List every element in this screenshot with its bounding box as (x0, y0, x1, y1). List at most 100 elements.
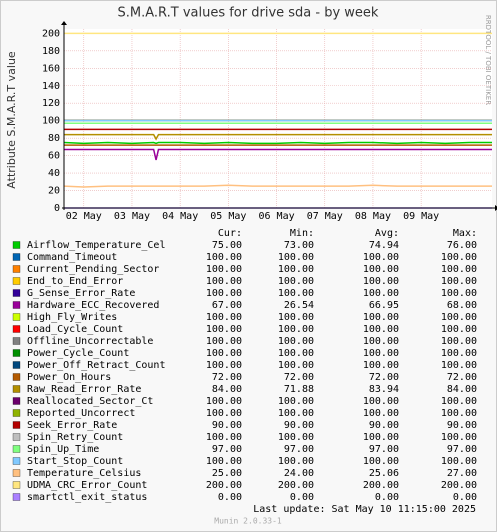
legend-stat: 100.00 (206, 264, 242, 275)
legend-label: smartctl_exit_status (27, 492, 147, 503)
legend-stat: 90.00 (447, 420, 477, 431)
x-tick-label: 09 May (403, 211, 439, 222)
legend-stat: 100.00 (363, 276, 399, 287)
legend-stat: 25.06 (369, 468, 399, 479)
legend-stat: 100.00 (278, 456, 314, 467)
legend-stat: 72.00 (212, 372, 242, 383)
legend-stat: 25.00 (212, 468, 242, 479)
legend-label: Seek_Error_Rate (27, 420, 117, 431)
legend-stat: 200.00 (206, 480, 242, 491)
legend-stat: 100.00 (278, 288, 314, 299)
legend-stat: 90.00 (284, 420, 314, 431)
legend-label: Reported_Uncorrect (27, 408, 135, 419)
legend-stat: 100.00 (278, 252, 314, 263)
legend-stat: 66.95 (369, 300, 399, 311)
legend-stat: 0.00 (375, 492, 399, 503)
x-tick-label: 08 May (355, 211, 391, 222)
legend-stat: 100.00 (441, 336, 477, 347)
legend-stat: 100.00 (363, 456, 399, 467)
legend-swatch (12, 385, 21, 393)
legend-stat: 71.88 (284, 384, 314, 395)
legend-stat: 100.00 (441, 288, 477, 299)
legend-label: Start_Stop_Count (27, 456, 123, 467)
legend-swatch (12, 493, 21, 501)
legend-stat: 100.00 (278, 276, 314, 287)
legend-stat: 100.00 (206, 360, 242, 371)
legend-label: Spin_Up_Time (27, 444, 99, 455)
legend-stat: 0.00 (290, 492, 314, 503)
legend-stat: 100.00 (278, 348, 314, 359)
legend-stat: 100.00 (278, 396, 314, 407)
legend-stat: 84.00 (447, 384, 477, 395)
y-tick-label: 80 (48, 133, 60, 144)
legend-label: Temperature_Celsius (27, 468, 141, 479)
legend-label: Spin_Retry_Count (27, 432, 123, 443)
plot-area (64, 29, 492, 208)
column-header: Min: (290, 228, 314, 239)
side-label: RRDTOOL / TOBI OETIKER (484, 15, 492, 105)
legend-stat: 100.00 (206, 456, 242, 467)
y-tick-label: 0 (54, 203, 60, 214)
legend-stat: 100.00 (278, 264, 314, 275)
legend-stat: 72.00 (369, 372, 399, 383)
legend-stat: 76.00 (447, 240, 477, 251)
series-line (63, 141, 492, 145)
legend-stat: 72.00 (447, 372, 477, 383)
legend-swatch (12, 253, 21, 261)
column-header: Cur: (218, 228, 242, 239)
legend-stat: 100.00 (206, 324, 242, 335)
legend-stat: 100.00 (441, 252, 477, 263)
legend-label: Airflow_Temperature_Cel (27, 240, 165, 251)
legend-stat: 100.00 (363, 408, 399, 419)
legend-swatch (12, 289, 21, 297)
footer: Last update: Sat May 10 11:15:00 2025 (253, 504, 476, 515)
legend-stat: 100.00 (441, 408, 477, 419)
legend-swatch (12, 241, 21, 249)
legend-stat: 100.00 (206, 348, 242, 359)
legend-stat: 100.00 (363, 324, 399, 335)
legend-stat: 100.00 (441, 456, 477, 467)
y-tick-label: 120 (42, 98, 60, 109)
legend-swatch (12, 397, 21, 405)
legend-label: UDMA_CRC_Error_Count (27, 480, 147, 491)
legend-swatch (12, 433, 21, 441)
legend-stat: 100.00 (278, 336, 314, 347)
legend-swatch (12, 349, 21, 357)
legend-label: High_Fly_Writes (27, 312, 117, 323)
legend-stat: 100.00 (206, 276, 242, 287)
legend-stat: 100.00 (363, 348, 399, 359)
legend-stat: 68.00 (447, 300, 477, 311)
legend-stat: 100.00 (206, 336, 242, 347)
legend-stat: 26.54 (284, 300, 314, 311)
legend-swatch (12, 277, 21, 285)
legend-label: Raw_Read_Error_Rate (27, 384, 141, 395)
legend-label: End_to_End_Error (27, 276, 123, 287)
legend-label: Power_On_Hours (27, 372, 111, 383)
legend-stat: 74.94 (369, 240, 399, 251)
legend-label: G_Sense_Error_Rate (27, 288, 135, 299)
y-tick-label: 20 (48, 186, 60, 197)
legend-label: Power_Off_Retract_Count (27, 360, 165, 371)
y-tick-label: 200 (42, 28, 60, 39)
x-tick-label: 07 May (307, 211, 343, 222)
legend-stat: 75.00 (212, 240, 242, 251)
y-tick-label: 60 (48, 151, 60, 162)
legend-stat: 100.00 (441, 324, 477, 335)
legend-stat: 100.00 (441, 348, 477, 359)
legend-stat: 97.00 (212, 444, 242, 455)
y-tick-label: 180 (42, 46, 60, 57)
legend-stat: 27.00 (447, 468, 477, 479)
legend-stat: 100.00 (278, 360, 314, 371)
legend-label: Offline_Uncorrectable (27, 336, 153, 347)
legend-stat: 90.00 (369, 420, 399, 431)
x-tick-label: 05 May (210, 211, 246, 222)
legend-stat: 97.00 (369, 444, 399, 455)
legend-stat: 100.00 (363, 432, 399, 443)
legend-label: Hardware_ECC_Recovered (27, 300, 159, 311)
x-tick-label: 06 May (258, 211, 294, 222)
y-tick-label: 160 (42, 63, 60, 74)
column-header: Avg: (375, 228, 399, 239)
legend-stat: 100.00 (441, 312, 477, 323)
x-tick-label: 03 May (114, 211, 150, 222)
